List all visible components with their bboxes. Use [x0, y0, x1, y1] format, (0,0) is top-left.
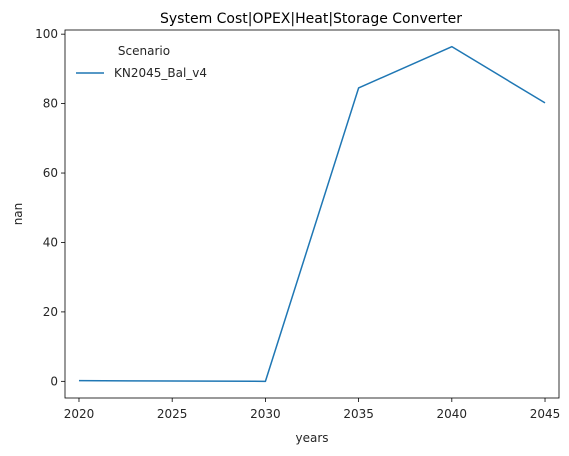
y-tick-label: 0	[50, 374, 58, 388]
y-tick-label: 100	[35, 27, 58, 41]
x-tick-label: 2040	[437, 407, 468, 421]
x-axis: 2020 2025 2030 2035 2040 2045	[64, 398, 561, 421]
series-line-0	[78, 45, 546, 383]
legend: Scenario KN2045_Bal_v4	[76, 44, 207, 80]
x-tick-label: 2045	[530, 407, 561, 421]
plot-area	[64, 29, 560, 399]
y-axis: 0 20 40 60 80 100	[35, 27, 65, 388]
x-tick-label: 2030	[250, 407, 281, 421]
legend-title: Scenario	[118, 44, 170, 58]
legend-entry-label: KN2045_Bal_v4	[114, 66, 207, 80]
y-tick-label: 80	[43, 97, 58, 111]
y-axis-label: nan	[11, 203, 25, 226]
x-tick-label: 2020	[64, 407, 95, 421]
x-axis-label: years	[295, 431, 328, 445]
series-layer	[78, 45, 546, 383]
y-tick-label: 60	[43, 166, 58, 180]
chart-title: System Cost|OPEX|Heat|Storage Converter	[160, 11, 462, 27]
y-tick-label: 20	[43, 305, 58, 319]
y-tick-label: 40	[43, 235, 58, 249]
x-tick-label: 2025	[157, 407, 188, 421]
x-tick-label: 2035	[343, 407, 374, 421]
plot-frame	[64, 29, 560, 399]
